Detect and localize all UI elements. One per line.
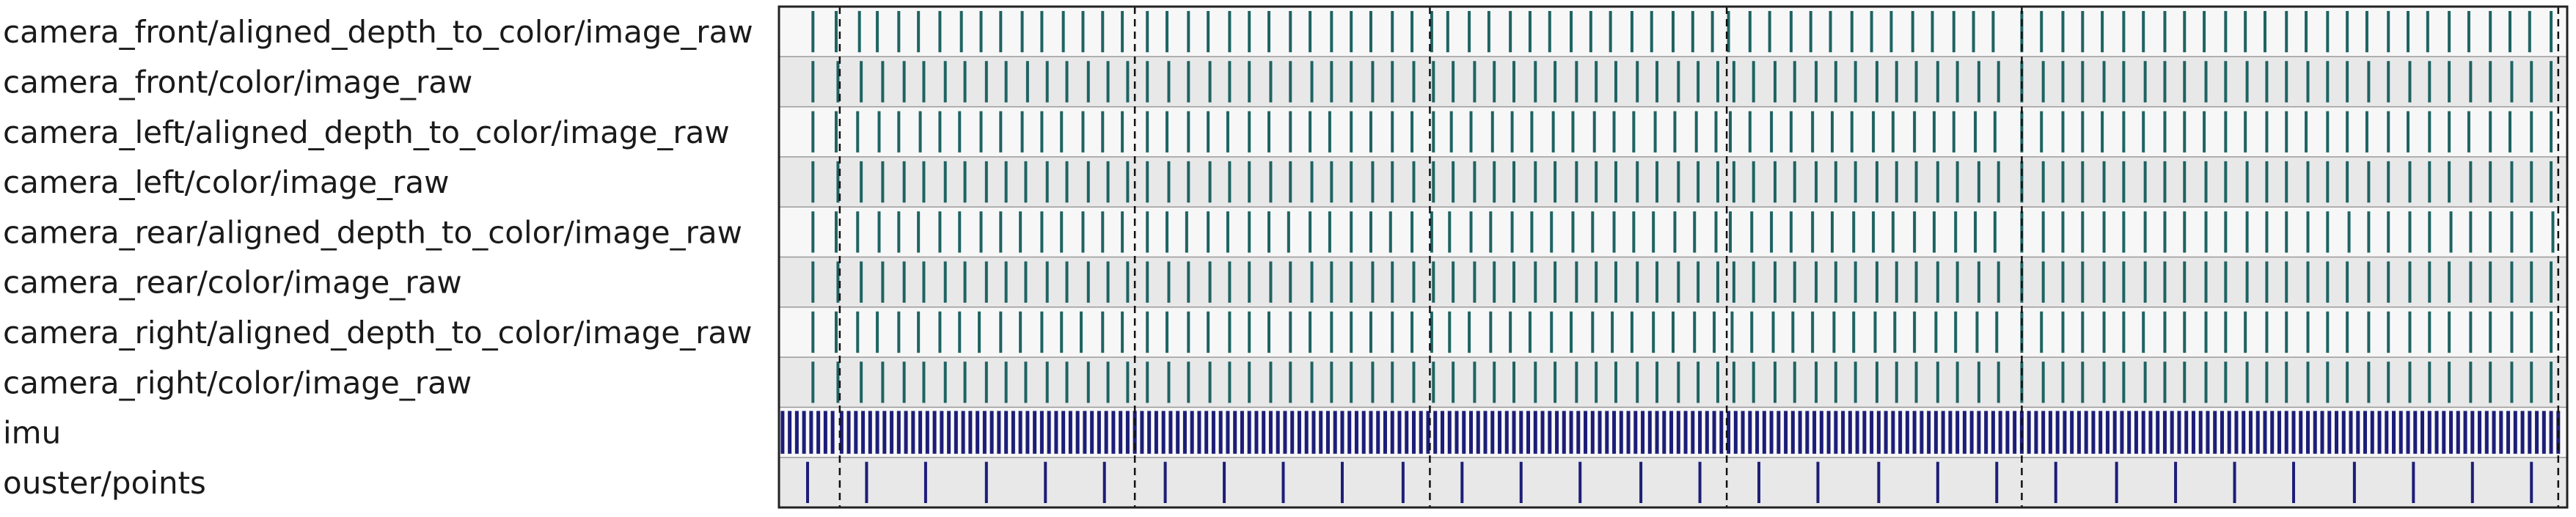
row-label-camera-front-color-image-raw: camera_front/color/image_raw: [3, 64, 472, 100]
row-band-camera-right-color-image-raw: [779, 357, 2567, 408]
row-band-camera-rear-aligned-depth-to-color-image-raw: [779, 207, 2567, 257]
row-label-camera-right-color-image-raw: camera_right/color/image_raw: [3, 364, 472, 400]
row-labels: camera_front/aligned_depth_to_color/imag…: [3, 14, 753, 501]
segment-boundary-lines: [838, 7, 2560, 507]
row-band-camera-front-color-image-raw: [779, 56, 2567, 107]
row-label-camera-right-aligned-depth-to-color-image-raw: camera_right/aligned_depth_to_color/imag…: [3, 315, 752, 351]
row-label-camera-front-aligned-depth-to-color-image-raw: camera_front/aligned_depth_to_color/imag…: [3, 14, 753, 50]
row-band-camera-rear-color-image-raw: [779, 257, 2567, 307]
row-label-imu: imu: [3, 415, 61, 451]
row-band-camera-left-color-image-raw: [779, 156, 2567, 208]
plot-frame: [777, 5, 2569, 509]
event-ticks: [780, 11, 2561, 503]
row-label-camera-rear-color-image-raw: camera_rear/color/image_raw: [3, 265, 462, 301]
row-band-camera-left-aligned-depth-to-color-image-raw: [779, 106, 2567, 157]
row-label-camera-left-color-image-raw: camera_left/color/image_raw: [3, 164, 450, 200]
row-label-ouster-points: ouster/points: [3, 465, 206, 501]
row-label-camera-left-aligned-depth-to-color-image-raw: camera_left/aligned_depth_to_color/image…: [3, 114, 730, 150]
row-label-camera-rear-aligned-depth-to-color-image-raw: camera_rear/aligned_depth_to_color/image…: [3, 214, 742, 250]
row-band-ouster-points: [779, 457, 2567, 507]
